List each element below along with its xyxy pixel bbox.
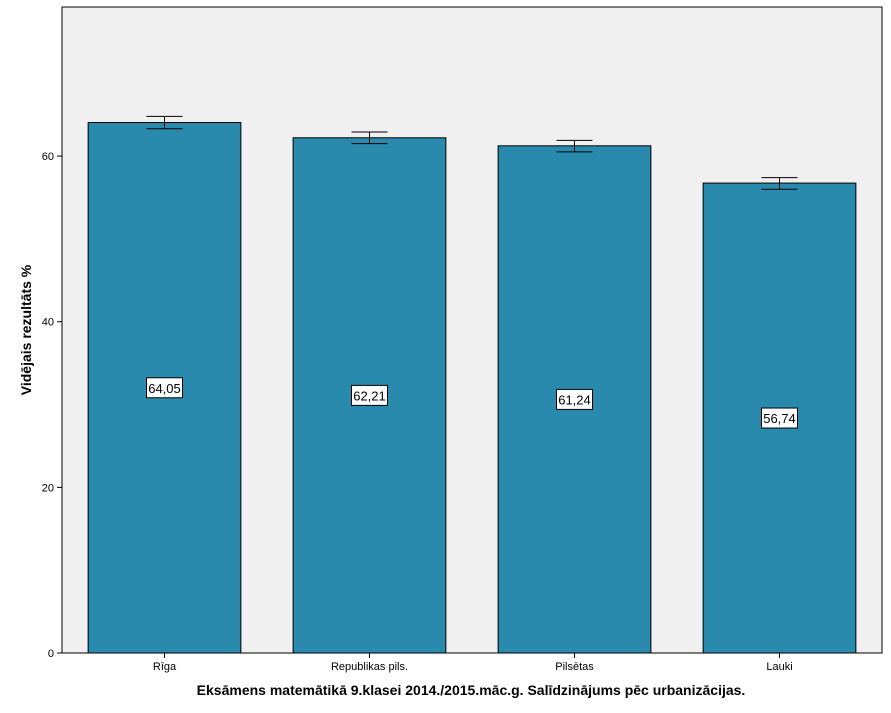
y-tick-label: 20 — [42, 482, 54, 494]
x-axis: Rīga Republikas pils. Pilsētas Lauki — [153, 653, 793, 673]
data-label: 56,74 — [763, 411, 796, 426]
data-label-box — [351, 384, 388, 406]
data-label-box — [556, 388, 593, 410]
data-label-box — [146, 377, 183, 399]
x-tick-label: Pilsētas — [555, 661, 594, 673]
x-tick-label: Lauki — [766, 661, 792, 673]
data-label: 61,24 — [558, 392, 591, 407]
y-tick-label: 0 — [48, 648, 54, 660]
data-label: 64,05 — [148, 381, 181, 396]
data-label: 62,21 — [353, 388, 386, 403]
x-tick-label: Rīga — [153, 661, 177, 673]
y-axis: 0 20 40 60 — [42, 151, 62, 660]
data-label-box — [761, 407, 798, 429]
bars-layer: 64,05 62,21 61,24 56,74 — [87, 115, 857, 654]
y-tick-label: 40 — [42, 317, 54, 329]
y-tick-label: 60 — [42, 151, 54, 163]
x-tick-label: Republikas pils. — [331, 661, 408, 673]
y-axis-title: Vidējais rezultāts % — [18, 264, 34, 395]
x-axis-title: Eksāmens matemātikā 9.klasei 2014./2015.… — [197, 682, 746, 698]
